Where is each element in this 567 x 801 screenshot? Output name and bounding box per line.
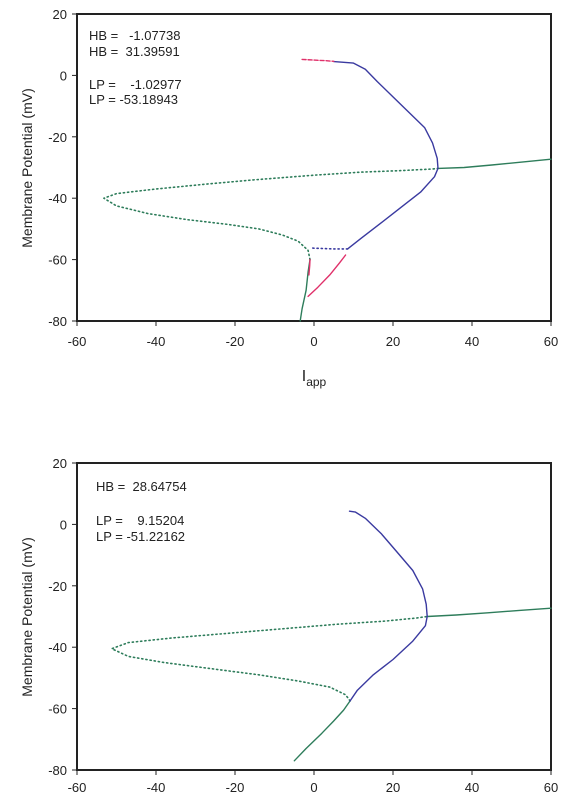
x-tick-label: 40 <box>465 780 479 795</box>
chart-2: -60 -40 -20 0 20 40 60 200-20-40-60-80 Membran… <box>19 456 558 795</box>
y-axis-label-2: Membrane Potential (mV) <box>19 537 35 697</box>
annotation-lp-2: LP = -53.18943 <box>89 92 178 107</box>
x-axis-label-1: Iapp <box>302 368 327 389</box>
x-tick-label: 0 <box>310 334 317 349</box>
annotation-hb-2: HB = 31.39591 <box>89 44 180 59</box>
annotation-lp-3: LP = 9.15204 <box>96 513 184 528</box>
series-line-3 <box>426 607 552 618</box>
series-line-8 <box>301 58 335 62</box>
series-line-1 <box>299 258 311 322</box>
chart-1: -60 -40 -20 0 20 40 60 200-20-40-60-80 Membran… <box>19 7 558 389</box>
plot-area-1 <box>76 13 552 322</box>
x-tick-label: -40 <box>147 780 166 795</box>
series-line-2 <box>103 167 439 261</box>
y-tick-label: 0 <box>60 68 67 83</box>
series-line-7 <box>307 254 347 298</box>
series-line-3 <box>437 158 552 170</box>
y-tick-lines-2 <box>72 462 552 775</box>
series-line-4 <box>333 60 439 250</box>
y-tick-labels-2: 20 0 -20 -40 -60 -80 <box>48 456 67 778</box>
y-tick-label: -60 <box>48 702 67 717</box>
y-tick-label: -20 <box>48 579 67 594</box>
x-tick-label: 20 <box>386 334 400 349</box>
x-tick-label: 0 <box>310 780 317 795</box>
y-tick-labels-1: 20 0 -20 -40 -60 -80 <box>48 7 67 329</box>
series-line-6 <box>308 258 311 276</box>
y-axis-label-1: Membrane Potential (mV) <box>19 88 35 248</box>
annotation-hb-1: HB = -1.07738 <box>89 28 180 43</box>
x-tick-labels-2: -60 -40 -20 0 20 40 60 <box>68 780 559 795</box>
x-tick-label: 20 <box>386 780 400 795</box>
y-tick-label: 20 <box>53 456 67 471</box>
series-group-1 <box>103 58 552 322</box>
x-tick-label: -20 <box>226 780 245 795</box>
annotation-lp-4: LP = -51.22162 <box>96 529 185 544</box>
x-tick-label: -60 <box>68 334 87 349</box>
y-tick-label: -80 <box>48 314 67 329</box>
x-axis-label-main: I <box>302 368 306 385</box>
x-tick-label: -40 <box>147 334 166 349</box>
x-tick-label: -20 <box>226 334 245 349</box>
series-line-4 <box>348 510 428 702</box>
x-tick-label: 60 <box>544 334 558 349</box>
plot-area-2 <box>76 462 552 771</box>
y-tick-label: -60 <box>48 253 67 268</box>
y-tick-lines-1 <box>72 13 552 326</box>
series-group-2 <box>111 510 552 762</box>
annotation-lp-1: LP = -1.02977 <box>89 77 182 92</box>
y-tick-label: 20 <box>53 7 67 22</box>
x-tick-label: 40 <box>465 334 479 349</box>
x-tick-labels-1: -60 -40 -20 0 20 40 60 <box>68 334 559 349</box>
y-tick-label: -40 <box>48 640 67 655</box>
x-tick-label: 60 <box>544 780 558 795</box>
y-tick-label: -20 <box>48 130 67 145</box>
x-axis-label-sub: app <box>306 375 326 389</box>
x-tick-label: -60 <box>68 780 87 795</box>
series-line-1 <box>293 700 351 762</box>
y-tick-label: -40 <box>48 191 67 206</box>
y-tick-label: 0 <box>60 517 67 532</box>
y-tick-label: -80 <box>48 763 67 778</box>
series-line-2 <box>111 615 429 702</box>
annotation-hb-3: HB = 28.64754 <box>96 479 187 494</box>
